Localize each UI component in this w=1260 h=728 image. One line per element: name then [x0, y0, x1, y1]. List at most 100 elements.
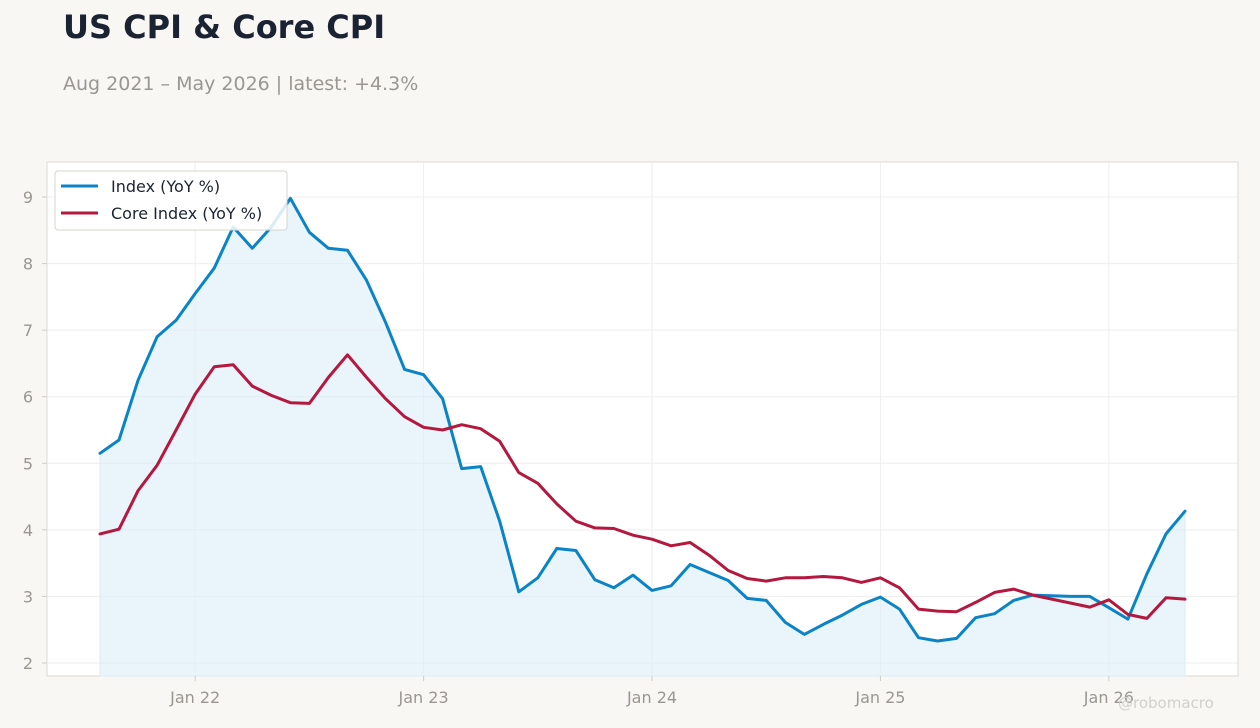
- data-point-core: [289, 401, 292, 404]
- data-point-index: [137, 379, 140, 382]
- data-point-core: [917, 608, 920, 611]
- data-point-core: [251, 385, 254, 388]
- data-point-core: [232, 363, 235, 366]
- data-point-index: [1012, 599, 1015, 602]
- data-point-core: [1126, 613, 1129, 616]
- data-point-index: [708, 571, 711, 574]
- data-point-core: [860, 581, 863, 584]
- data-point-index: [784, 621, 787, 624]
- data-point-core: [498, 440, 501, 443]
- data-point-index: [574, 549, 577, 552]
- data-point-index: [1145, 572, 1148, 575]
- data-point-index: [99, 452, 102, 455]
- data-point-index: [194, 292, 197, 295]
- data-point-core: [822, 575, 825, 578]
- data-point-index: [118, 439, 121, 442]
- data-point-index: [327, 247, 330, 250]
- data-point-index: [727, 579, 730, 582]
- data-point-index: [346, 249, 349, 252]
- data-point-core: [936, 610, 939, 613]
- data-point-core: [99, 532, 102, 535]
- legend-label-index[interactable]: Index (YoY %): [111, 177, 220, 196]
- data-point-core: [308, 402, 311, 405]
- y-tick-label: 4: [23, 521, 33, 540]
- y-tick-label: 9: [23, 188, 33, 207]
- data-point-core: [993, 591, 996, 594]
- data-point-core: [175, 429, 178, 432]
- data-point-index: [536, 576, 539, 579]
- data-point-core: [1012, 588, 1015, 591]
- data-point-core: [118, 528, 121, 531]
- data-point-core: [651, 538, 654, 541]
- data-point-core: [137, 489, 140, 492]
- y-tick-label: 6: [23, 388, 33, 407]
- data-point-core: [784, 576, 787, 579]
- data-point-core: [1031, 594, 1034, 597]
- data-point-index: [917, 636, 920, 639]
- data-point-index: [1126, 618, 1129, 621]
- watermark: @robomacro: [1118, 694, 1214, 712]
- data-point-core: [803, 576, 806, 579]
- data-point-index: [1050, 594, 1053, 597]
- data-point-core: [384, 397, 387, 400]
- data-point-index: [689, 563, 692, 566]
- data-point-core: [422, 426, 425, 429]
- data-point-index: [879, 596, 882, 599]
- data-point-index: [593, 578, 596, 581]
- data-point-core: [555, 502, 558, 505]
- data-point-core: [708, 554, 711, 557]
- x-tick-label: Jan 24: [626, 688, 677, 707]
- data-point-index: [632, 574, 635, 577]
- data-point-core: [403, 415, 406, 418]
- data-point-index: [746, 597, 749, 600]
- data-point-index: [1069, 595, 1072, 598]
- data-point-core: [327, 376, 330, 379]
- data-point-core: [612, 527, 615, 530]
- x-tick-label: Jan 23: [398, 688, 449, 707]
- y-tick-label: 8: [23, 255, 33, 274]
- data-point-core: [1107, 598, 1110, 601]
- data-point-core: [593, 526, 596, 529]
- data-point-index: [993, 612, 996, 615]
- data-point-core: [1088, 606, 1091, 609]
- data-point-core: [460, 423, 463, 426]
- data-point-index: [365, 279, 368, 282]
- data-point-index: [213, 267, 216, 270]
- data-point-index: [479, 465, 482, 468]
- data-point-core: [879, 576, 882, 579]
- data-point-index: [517, 590, 520, 593]
- data-point-index: [251, 247, 254, 250]
- data-point-index: [670, 584, 673, 587]
- data-point-core: [365, 376, 368, 379]
- x-tick-label: Jan 26: [1083, 688, 1134, 707]
- data-point-core: [1069, 602, 1072, 605]
- legend[interactable]: Index (YoY %) Core Index (YoY %): [54, 170, 288, 231]
- data-point-index: [765, 599, 768, 602]
- data-point-index: [651, 589, 654, 592]
- data-point-index: [1107, 606, 1110, 609]
- data-point-core: [346, 353, 349, 356]
- data-point-index: [498, 520, 501, 523]
- data-point-core: [574, 520, 577, 523]
- legend-box: [54, 170, 288, 231]
- data-point-index: [898, 608, 901, 611]
- y-tick-label: 7: [23, 321, 33, 340]
- data-point-index: [822, 623, 825, 626]
- data-point-core: [194, 393, 197, 396]
- data-point-index: [289, 197, 292, 200]
- data-point-index: [841, 614, 844, 617]
- x-axis-ticks: Jan 22 Jan 23 Jan 24 Jan 25 Jan 26: [169, 676, 1134, 707]
- legend-label-core[interactable]: Core Index (YoY %): [111, 204, 262, 223]
- x-tick-label: Jan 22: [169, 688, 220, 707]
- data-point-core: [955, 610, 958, 613]
- data-point-core: [1145, 617, 1148, 620]
- data-point-index: [1184, 510, 1187, 513]
- data-point-index: [555, 547, 558, 550]
- data-point-index: [936, 640, 939, 643]
- data-point-core: [727, 569, 730, 572]
- data-point-core: [156, 464, 159, 467]
- data-point-core: [765, 580, 768, 583]
- data-point-core: [1165, 596, 1168, 599]
- data-point-index: [860, 603, 863, 606]
